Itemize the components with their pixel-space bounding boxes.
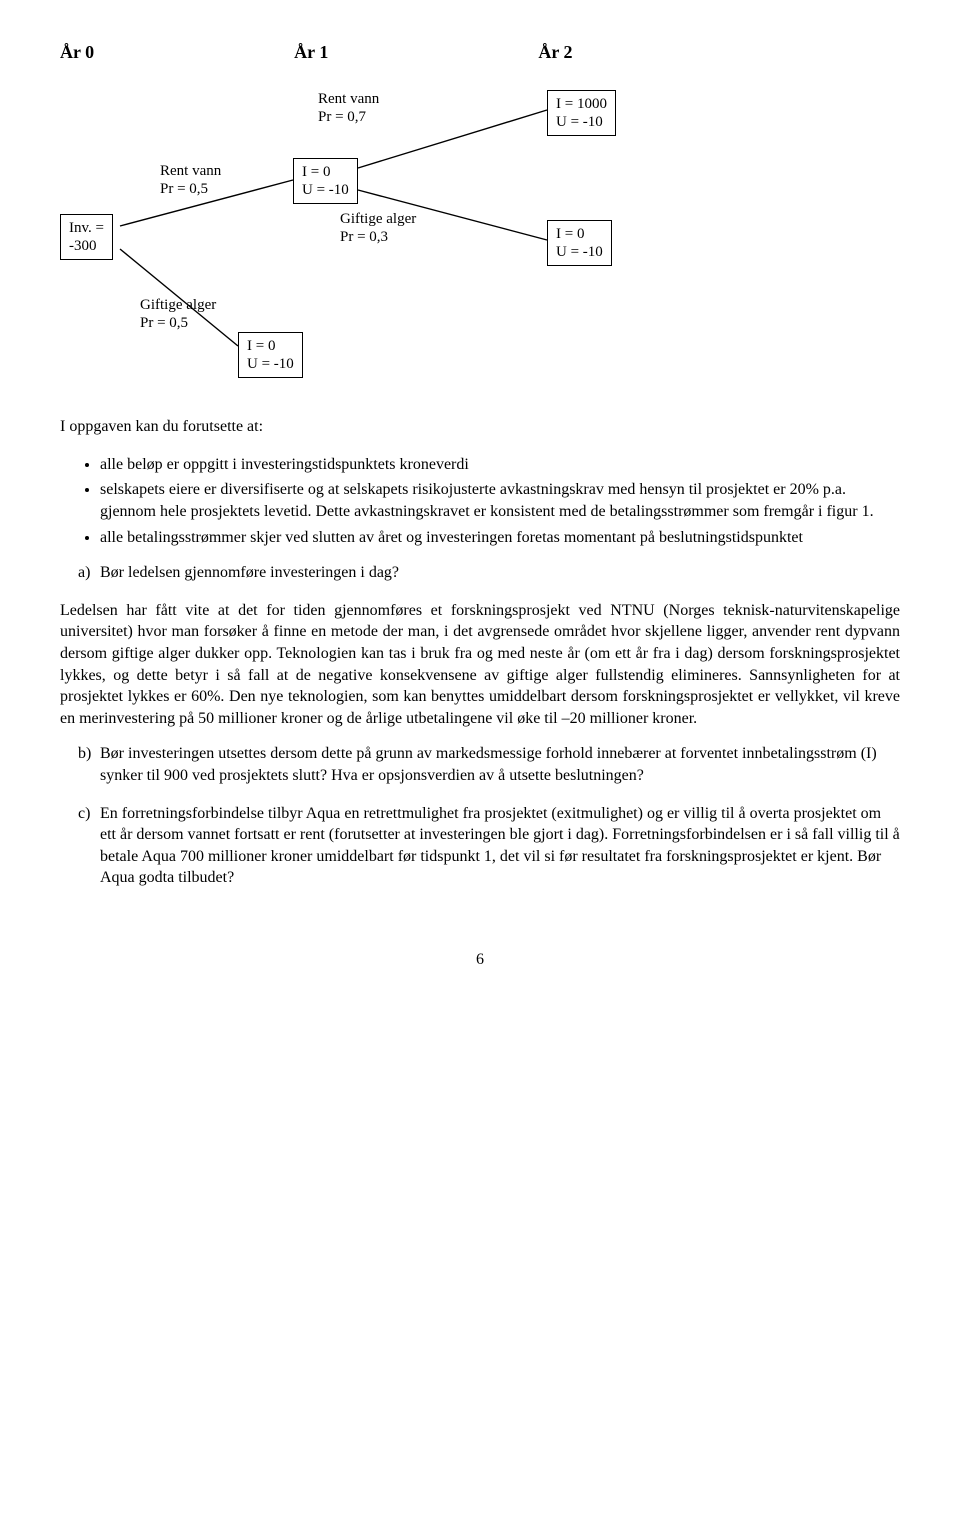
year-0: År 0 (60, 40, 94, 64)
label-giftige-05: Giftige alger Pr = 0,5 (140, 296, 216, 332)
node-out-i1000: I = 1000 U = -10 (547, 90, 616, 136)
label-rent-07: Rent vann Pr = 0,7 (318, 90, 379, 126)
text-b: Bør investeringen utsettes dersom dette … (100, 745, 877, 784)
node-mid-i0-upper: I = 0 U = -10 (293, 158, 358, 204)
assumptions-list: alle beløp er oppgitt i investeringstids… (60, 454, 900, 548)
label-a: a) (78, 562, 100, 584)
label-b: b) (78, 743, 100, 765)
page-number: 6 (60, 949, 900, 971)
year-1: År 1 (294, 40, 328, 64)
node-inv: Inv. = -300 (60, 214, 113, 260)
diagram-lines (60, 76, 900, 396)
paragraph-main: Ledelsen har fått vite at det for tiden … (60, 600, 900, 730)
text-c: En forretningsforbindelse tilbyr Aqua en… (100, 805, 900, 887)
label-giftige-03: Giftige alger Pr = 0,3 (340, 210, 416, 246)
question-c: c)En forretningsforbindelse tilbyr Aqua … (60, 803, 900, 889)
bullet-2: selskapets eiere er diversifiserte og at… (100, 479, 900, 522)
decision-tree-diagram: Inv. = -300 Rent vann Pr = 0,5 Giftige a… (60, 76, 900, 396)
question-b: b)Bør investeringen utsettes dersom dett… (60, 743, 900, 786)
bullet-3: alle betalingsstrømmer skjer ved slutten… (100, 527, 900, 549)
question-a: a)Bør ledelsen gjennomføre investeringen… (60, 562, 900, 584)
year-2: År 2 (538, 40, 572, 64)
bullet-1: alle beløp er oppgitt i investeringstids… (100, 454, 900, 476)
node-out-i0: I = 0 U = -10 (547, 220, 612, 266)
label-c: c) (78, 803, 100, 825)
node-mid-i0-lower: I = 0 U = -10 (238, 332, 303, 378)
label-rent-05: Rent vann Pr = 0,5 (160, 162, 221, 198)
year-labels: År 0 År 1 År 2 (60, 40, 900, 64)
text-a: Bør ledelsen gjennomføre investeringen i… (100, 564, 399, 581)
node-inv-text: Inv. = -300 (69, 220, 104, 254)
intro-line: I oppgaven kan du forutsette at: (60, 416, 900, 438)
